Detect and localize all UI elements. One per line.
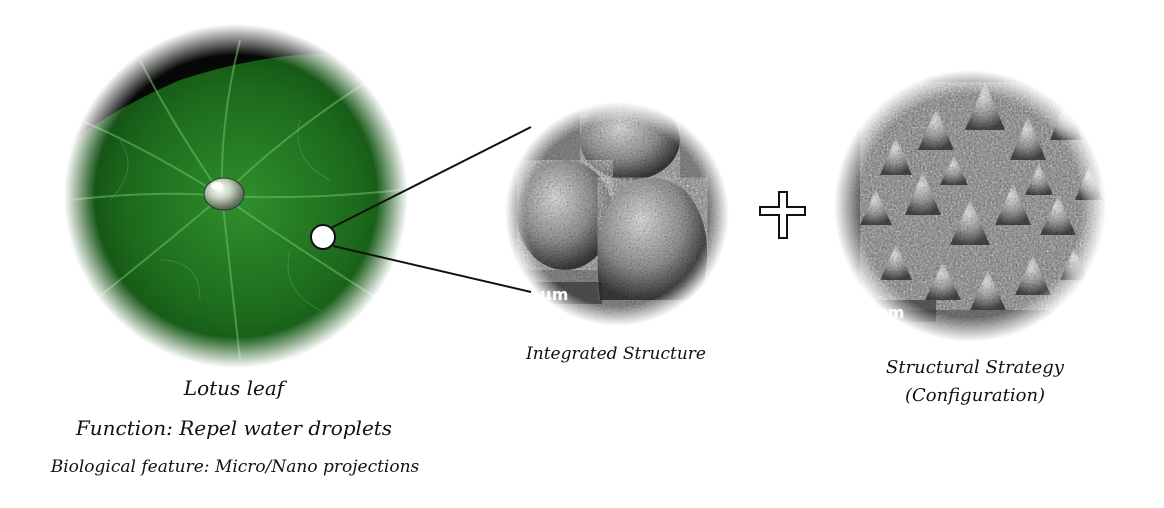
- lotus-leaf-image: [60, 20, 412, 372]
- sem-integrated-scale-label: μm: [540, 285, 568, 304]
- water-droplet-icon: [203, 177, 245, 211]
- lotus-caption-function: Function: Repel water droplets: [75, 416, 393, 440]
- zoom-line-top: [330, 126, 532, 229]
- zoom-point-marker: [310, 224, 336, 250]
- integrated-structure-caption: Integrated Structure: [526, 344, 706, 364]
- configuration-caption: (Configuration): [904, 385, 1046, 406]
- lotus-caption-feature: Biological feature: Micro/Nano projectio…: [50, 457, 420, 477]
- sem-structural-image: μm: [832, 68, 1108, 344]
- lotus-caption-title: Lotus leaf: [183, 376, 285, 400]
- zoom-line-bottom: [332, 245, 532, 293]
- plus-icon: [759, 191, 806, 239]
- sem-structural-scale-label: μm: [876, 303, 904, 322]
- sem-integrated-image: μm: [500, 100, 736, 330]
- structural-strategy-caption: Structural Strategy: [886, 357, 1064, 378]
